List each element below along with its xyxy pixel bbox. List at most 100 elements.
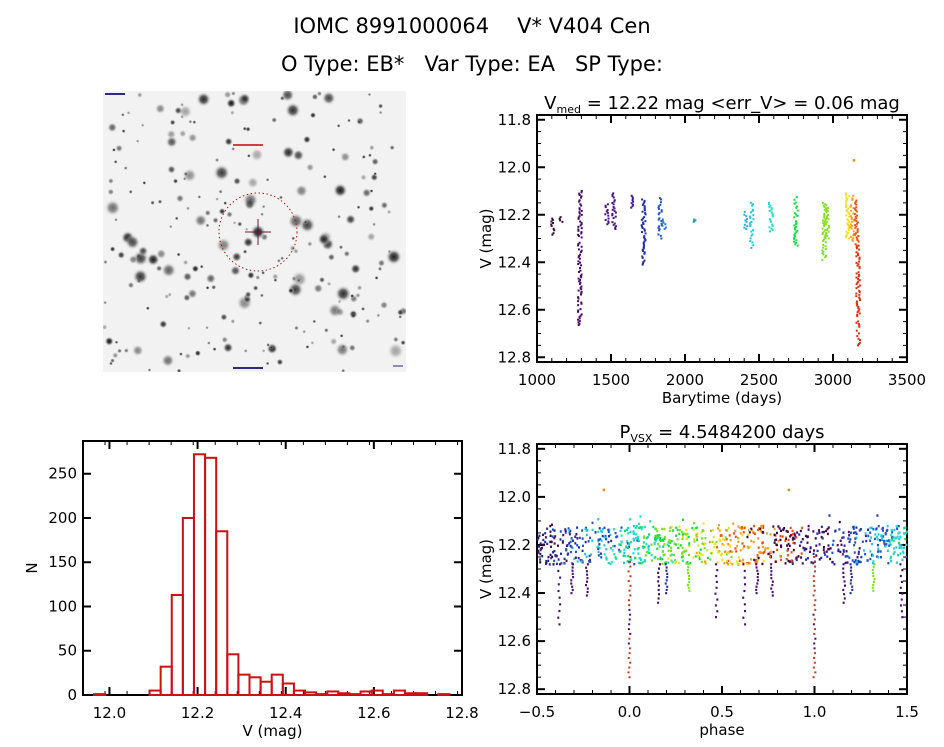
data-point bbox=[858, 341, 861, 344]
data-point bbox=[795, 221, 798, 224]
data-point bbox=[793, 202, 796, 205]
data-point bbox=[580, 273, 583, 276]
data-point bbox=[899, 535, 902, 539]
data-point bbox=[597, 530, 600, 534]
data-point bbox=[739, 526, 742, 530]
data-point bbox=[872, 560, 875, 563]
dip-point bbox=[558, 609, 561, 613]
data-point bbox=[734, 535, 737, 539]
data-point bbox=[761, 530, 764, 534]
data-point bbox=[823, 214, 826, 217]
data-point bbox=[729, 538, 732, 542]
data-point bbox=[648, 551, 651, 555]
data-point bbox=[747, 546, 750, 550]
data-point bbox=[793, 237, 796, 240]
y-tick-label: 12.4 bbox=[498, 253, 531, 271]
data-point bbox=[766, 532, 769, 535]
dip-point bbox=[843, 584, 846, 587]
data-point bbox=[701, 542, 704, 545]
dip-point bbox=[571, 572, 574, 576]
data-point bbox=[562, 533, 565, 537]
data-point bbox=[661, 558, 664, 561]
dip-point bbox=[842, 588, 845, 592]
data-point bbox=[642, 202, 645, 205]
star bbox=[160, 353, 175, 368]
data-point bbox=[642, 222, 645, 225]
data-point bbox=[793, 216, 796, 219]
star bbox=[103, 300, 108, 305]
data-point bbox=[576, 526, 579, 529]
data-point bbox=[667, 561, 670, 564]
star bbox=[305, 162, 315, 172]
data-point bbox=[762, 524, 765, 528]
data-point bbox=[815, 554, 818, 557]
data-point bbox=[823, 212, 826, 215]
star bbox=[178, 104, 193, 119]
dip-point bbox=[849, 592, 852, 595]
light-curve-chart: 1000 1500 2000 2500 3000 350011.812.012.212.4… bbox=[477, 93, 926, 407]
data-point bbox=[691, 526, 694, 530]
data-point bbox=[561, 220, 564, 223]
data-point bbox=[579, 261, 582, 264]
data-point bbox=[580, 236, 583, 239]
data-point bbox=[661, 538, 664, 542]
data-point bbox=[825, 231, 828, 234]
data-point bbox=[820, 556, 823, 560]
data-point bbox=[855, 222, 858, 225]
data-point bbox=[660, 224, 663, 227]
data-point bbox=[792, 548, 795, 552]
dip-point bbox=[570, 579, 573, 582]
data-point bbox=[727, 559, 730, 563]
data-point bbox=[855, 304, 858, 307]
data-point bbox=[668, 540, 671, 543]
data-point bbox=[852, 194, 855, 197]
data-point bbox=[663, 561, 666, 564]
data-point bbox=[643, 199, 646, 202]
data-point bbox=[846, 222, 849, 225]
data-point bbox=[650, 543, 653, 546]
eclipse-point bbox=[627, 671, 630, 674]
star bbox=[386, 342, 405, 360]
data-point bbox=[640, 224, 643, 227]
data-point bbox=[580, 195, 583, 198]
data-point bbox=[566, 544, 569, 547]
data-point bbox=[882, 535, 885, 538]
data-point bbox=[851, 198, 854, 201]
eclipse-point bbox=[629, 632, 632, 635]
data-point bbox=[853, 218, 856, 221]
star bbox=[212, 216, 219, 224]
data-point bbox=[744, 526, 747, 530]
data-point bbox=[761, 541, 764, 544]
data-point bbox=[579, 269, 582, 272]
data-point bbox=[780, 555, 783, 558]
dip-point bbox=[901, 592, 904, 595]
data-point bbox=[855, 272, 858, 275]
data-point bbox=[580, 213, 583, 216]
data-point bbox=[700, 553, 703, 556]
data-point bbox=[706, 549, 709, 552]
data-point bbox=[565, 544, 568, 548]
data-point bbox=[853, 560, 856, 564]
star bbox=[182, 293, 191, 302]
star bbox=[167, 165, 177, 175]
data-point bbox=[800, 540, 803, 544]
star bbox=[400, 339, 406, 346]
y-tick-label: 12.4 bbox=[498, 584, 531, 602]
data-point bbox=[620, 541, 623, 544]
data-point bbox=[562, 539, 565, 543]
dip-point bbox=[744, 609, 747, 613]
dip-point bbox=[842, 563, 845, 566]
star bbox=[131, 344, 144, 357]
data-point bbox=[855, 526, 858, 529]
data-point bbox=[647, 544, 650, 548]
data-point bbox=[854, 232, 857, 235]
star bbox=[103, 324, 108, 331]
data-point bbox=[636, 539, 639, 542]
data-point bbox=[581, 544, 584, 548]
data-point bbox=[821, 252, 824, 255]
data-point bbox=[693, 540, 696, 543]
data-point bbox=[643, 209, 646, 212]
data-point bbox=[563, 562, 566, 565]
data-point bbox=[609, 562, 612, 566]
data-point bbox=[796, 244, 799, 247]
